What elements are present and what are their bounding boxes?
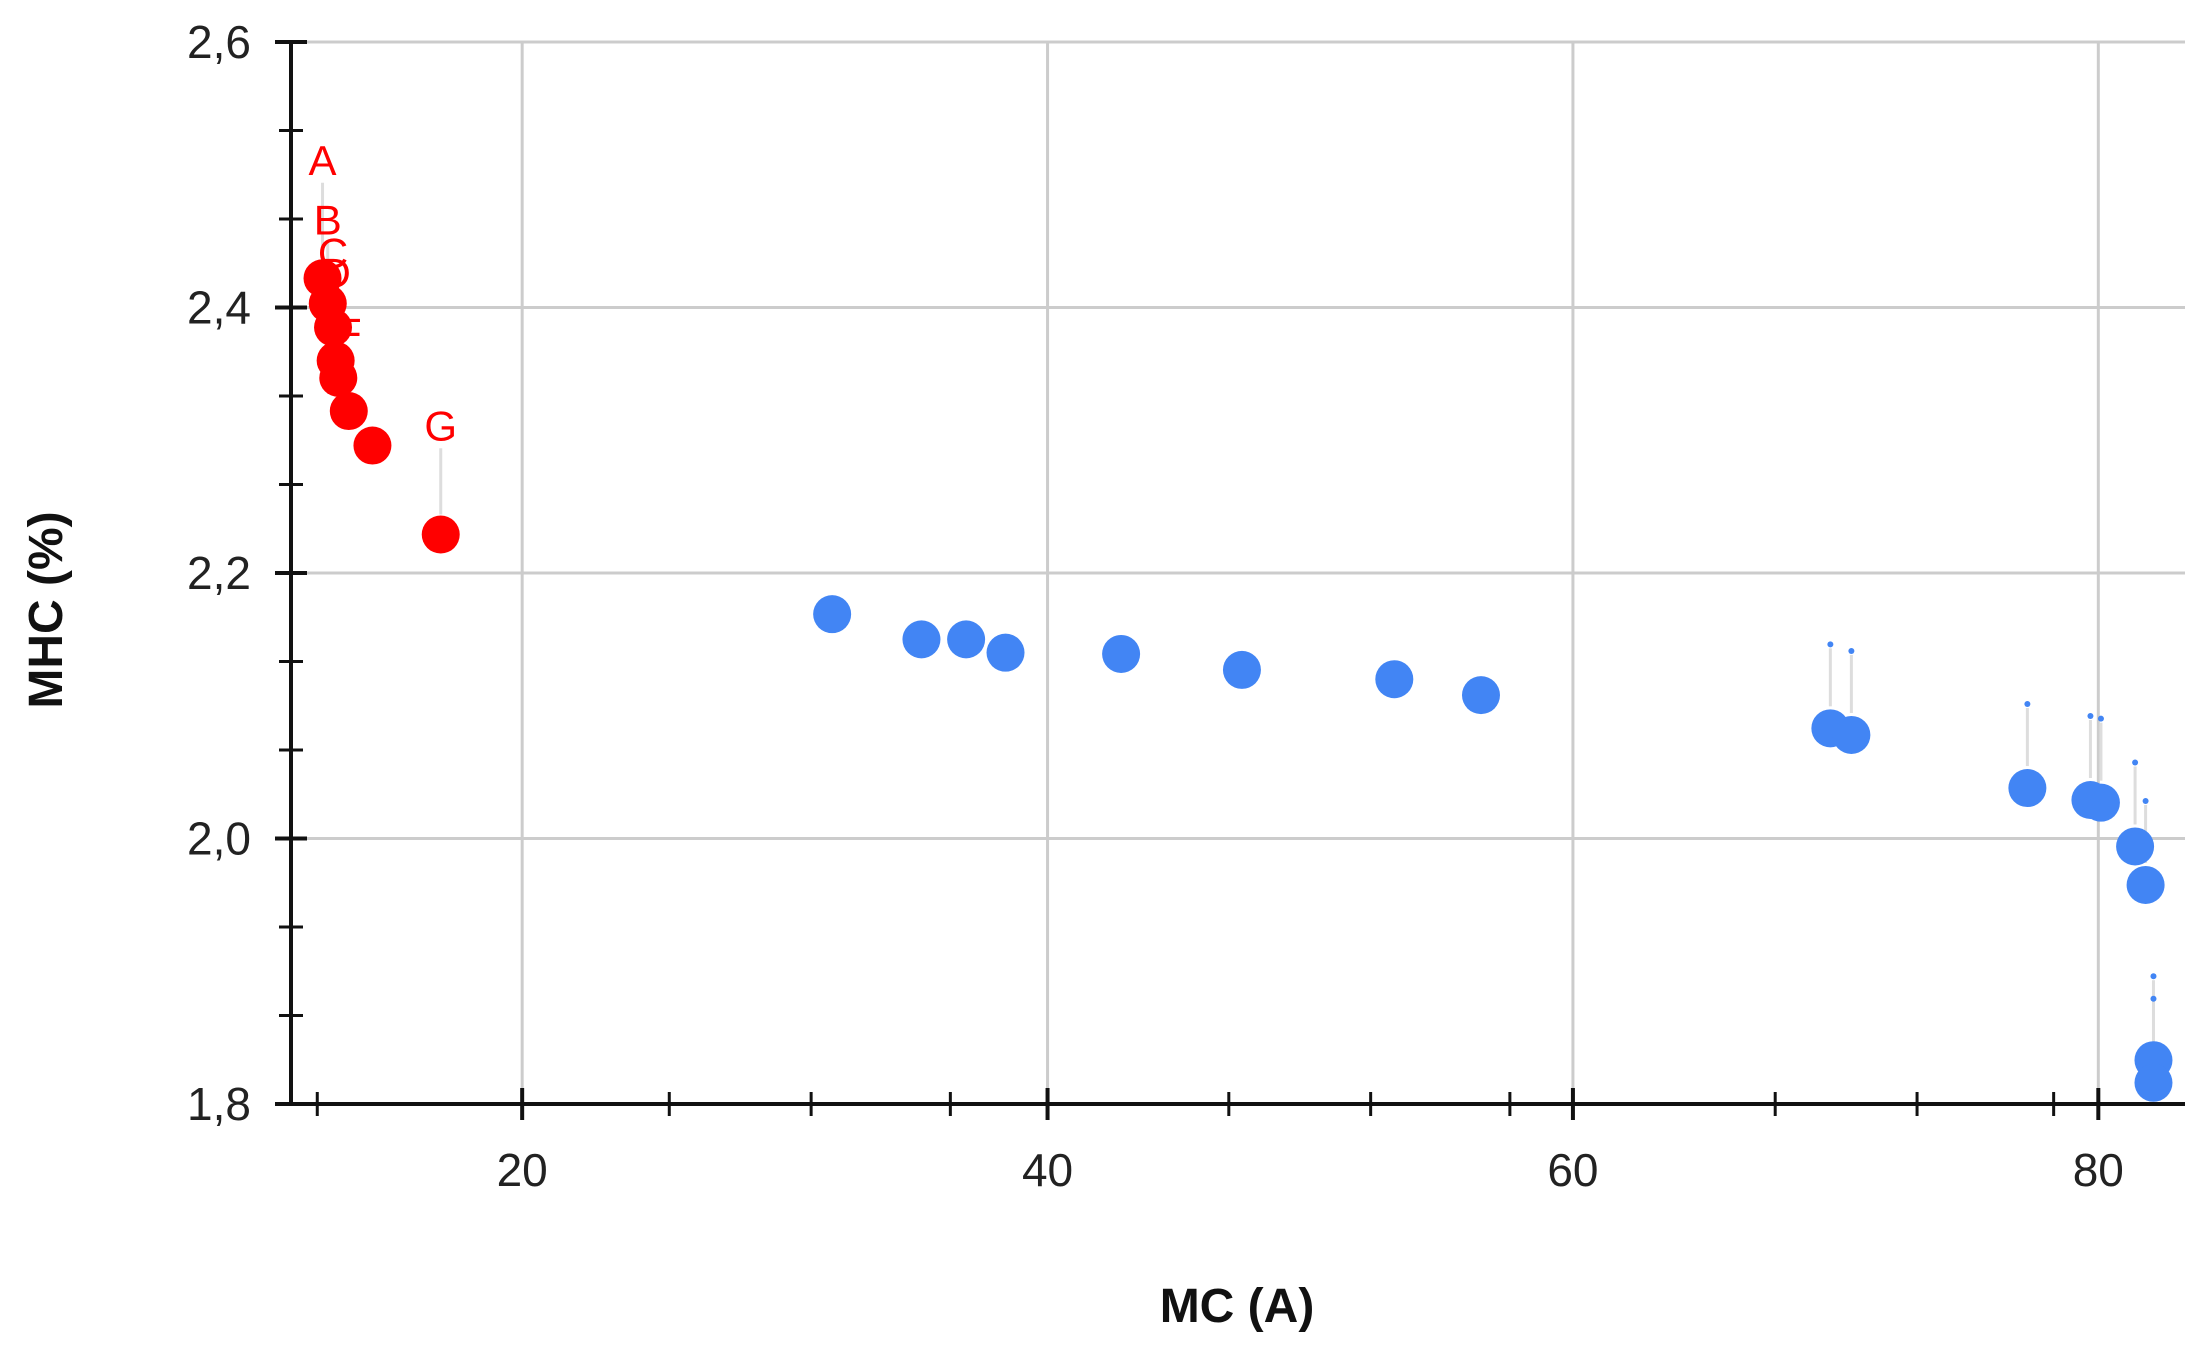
- data-point: [1375, 660, 1414, 699]
- grid: [291, 40, 2185, 1106]
- data-point: [1832, 715, 1871, 754]
- y-tick-label: 1,8: [187, 1078, 251, 1130]
- point-label: F: [336, 309, 362, 356]
- data-point: [986, 633, 1025, 672]
- data-point: [2134, 1063, 2173, 1102]
- ticks: 20 40 60 80 1,8 2,0 2,2 2,4 2,6: [187, 16, 2124, 1196]
- point-label: A: [309, 137, 337, 184]
- data-point: [2126, 865, 2165, 904]
- point-label: D: [320, 250, 350, 297]
- y-axis-title: MHC (%): [20, 511, 73, 708]
- data-point: [947, 620, 986, 659]
- y-tick-label: 2,2: [187, 547, 251, 599]
- data-point: [1461, 676, 1500, 715]
- data-point: [1102, 634, 1141, 673]
- point-leader-dot: [2150, 995, 2157, 1002]
- data-point: [2008, 769, 2047, 808]
- data-point: [1222, 650, 1261, 689]
- point-leader-dot: [1848, 647, 1855, 654]
- data-point: [2081, 783, 2120, 822]
- x-axis-title: MC (A): [1160, 1280, 1315, 1333]
- point-leader-dot: [2142, 797, 2149, 804]
- data-point: [319, 358, 358, 397]
- x-tick-label: 60: [1547, 1144, 1598, 1196]
- data-point: [902, 620, 941, 659]
- x-tick-label: 80: [2073, 1144, 2124, 1196]
- point-leader-dot: [2087, 713, 2094, 720]
- data-points: [303, 259, 2173, 1102]
- point-label: B: [314, 196, 342, 243]
- x-tick-label: 20: [497, 1144, 548, 1196]
- point-leader-dot: [2024, 701, 2031, 708]
- data-point: [421, 515, 460, 554]
- data-point: [2116, 827, 2155, 866]
- y-tick-label: 2,4: [187, 282, 251, 334]
- data-point: [329, 392, 368, 431]
- label-connectors: [321, 182, 2157, 1061]
- x-tick-label: 40: [1022, 1144, 1073, 1196]
- point-label: G: [424, 402, 457, 449]
- point-leader-dot: [2132, 759, 2139, 766]
- point-label: E: [324, 356, 352, 403]
- point-leader-dot: [2150, 973, 2157, 980]
- data-point: [813, 595, 852, 634]
- data-point: [353, 426, 392, 465]
- point-label: C: [318, 230, 348, 277]
- data-point: [314, 308, 353, 347]
- point-leader-dot: [1827, 641, 1834, 648]
- y-tick-label: 2,0: [187, 813, 251, 865]
- point-leader-dot: [2097, 715, 2104, 722]
- y-tick-label: 2,6: [187, 16, 251, 68]
